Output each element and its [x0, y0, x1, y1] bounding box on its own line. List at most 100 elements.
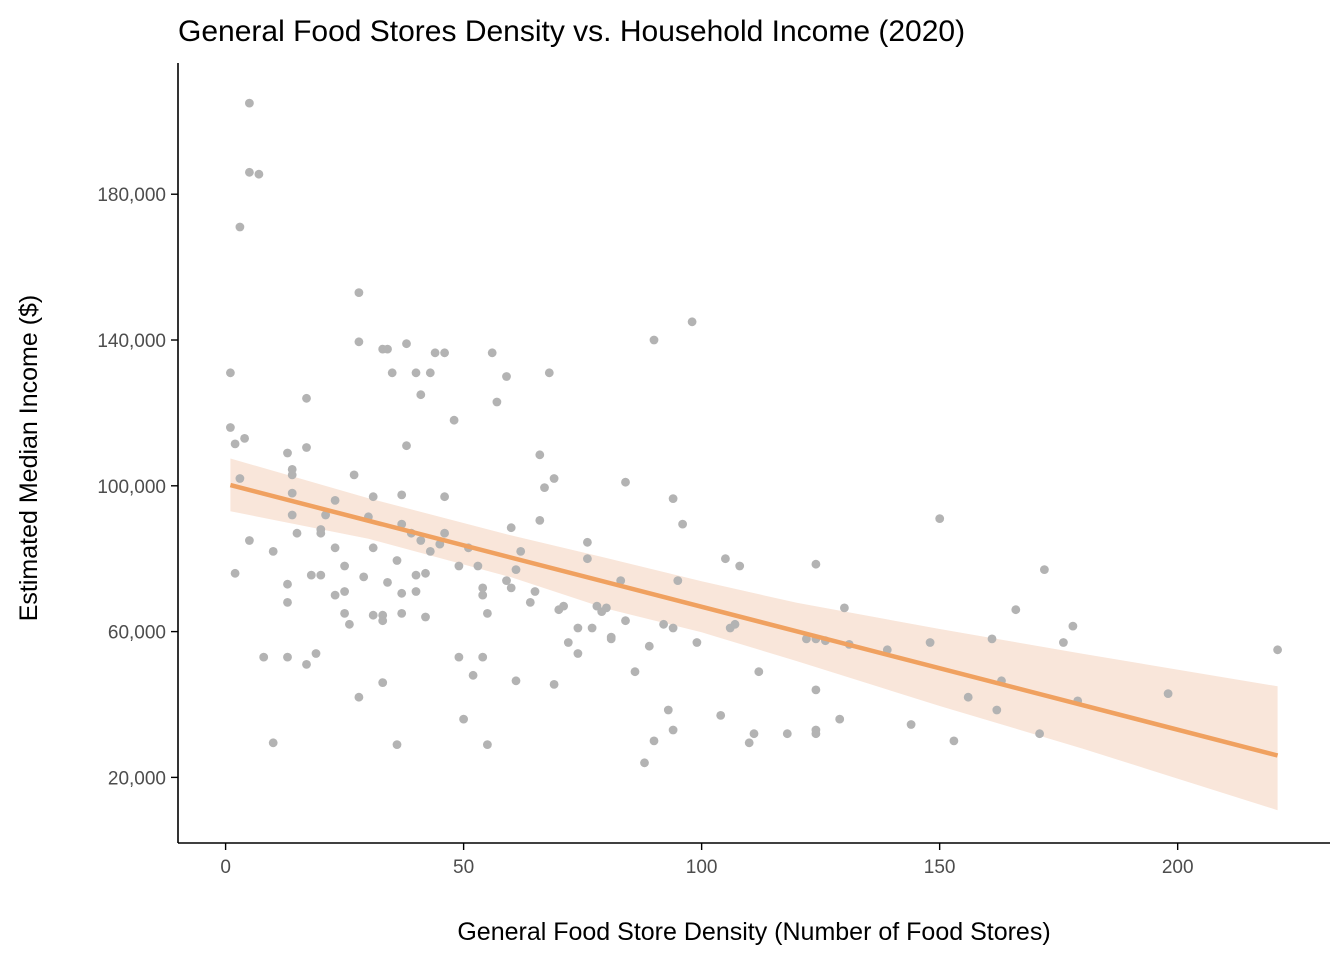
- x-tick-label: 150: [924, 857, 956, 878]
- data-point: [473, 561, 483, 571]
- data-point: [245, 167, 254, 177]
- data-point: [330, 543, 340, 553]
- data-point: [749, 729, 759, 739]
- data-point: [649, 335, 659, 345]
- data-point: [687, 317, 697, 327]
- data-point: [906, 720, 916, 729]
- data-point: [1011, 605, 1021, 615]
- data-point: [287, 470, 297, 480]
- data-point: [378, 616, 388, 626]
- data-point: [559, 601, 568, 611]
- data-point: [416, 536, 426, 545]
- data-point: [587, 623, 597, 633]
- data-point: [345, 619, 354, 629]
- data-point: [259, 652, 269, 662]
- data-point: [540, 483, 549, 492]
- data-point: [949, 736, 959, 746]
- data-point: [421, 612, 430, 622]
- data-point: [254, 169, 264, 179]
- y-tick-label: 20,000: [108, 768, 166, 789]
- data-point: [606, 634, 616, 644]
- plot-area: [226, 98, 1282, 811]
- data-point: [478, 652, 488, 662]
- data-point: [421, 568, 430, 578]
- chart-title: General Food Stores Density vs. Househol…: [178, 15, 965, 48]
- data-point: [483, 609, 492, 618]
- data-point: [549, 680, 559, 689]
- data-point: [644, 641, 654, 651]
- data-point: [935, 514, 945, 523]
- data-point: [835, 714, 845, 724]
- data-point: [454, 652, 464, 662]
- data-point: [397, 519, 407, 529]
- data-point: [573, 649, 583, 658]
- data-point: [721, 554, 730, 564]
- data-point: [478, 590, 488, 600]
- data-point: [349, 470, 359, 480]
- data-point: [744, 738, 754, 748]
- data-point: [483, 740, 492, 749]
- confidence-band-layer: [230, 458, 1278, 811]
- data-point: [226, 423, 235, 432]
- data-point: [245, 536, 254, 545]
- data-point: [440, 348, 449, 358]
- data-point: [602, 603, 611, 613]
- x-axis-title: General Food Store Density (Number of Fo…: [457, 918, 1050, 946]
- data-point: [782, 729, 792, 739]
- data-point: [487, 348, 497, 358]
- data-point: [402, 441, 411, 451]
- data-point: [583, 537, 592, 547]
- data-point: [383, 344, 392, 354]
- data-point: [754, 667, 764, 677]
- data-point: [573, 623, 583, 633]
- data-point: [316, 528, 326, 538]
- data-point: [330, 496, 340, 505]
- data-point: [392, 556, 402, 565]
- data-point: [230, 568, 240, 578]
- data-point: [668, 494, 678, 503]
- data-point: [283, 579, 292, 589]
- data-point: [287, 510, 297, 520]
- data-point: [368, 543, 378, 553]
- data-point: [268, 547, 278, 556]
- data-point: [368, 610, 378, 620]
- data-point: [283, 448, 292, 458]
- data-point: [397, 490, 407, 500]
- data-point: [840, 603, 849, 613]
- data-point: [502, 576, 511, 585]
- data-point: [535, 516, 545, 525]
- data-point: [716, 711, 726, 720]
- x-tick-label: 0: [220, 857, 231, 878]
- data-point: [287, 488, 297, 498]
- data-point: [283, 598, 292, 607]
- y-tick-label: 140,000: [97, 331, 166, 352]
- data-point: [492, 397, 502, 407]
- y-tick-label: 60,000: [108, 623, 166, 644]
- x-tick-label: 100: [686, 857, 718, 878]
- y-tick-label: 180,000: [97, 185, 166, 206]
- data-point: [563, 638, 573, 647]
- data-point: [621, 477, 630, 487]
- data-point: [692, 638, 702, 647]
- data-point: [230, 439, 240, 449]
- y-tick-label: 100,000: [97, 477, 166, 498]
- data-point: [397, 588, 407, 598]
- data-point: [544, 368, 554, 378]
- data-point: [330, 590, 340, 600]
- data-point: [392, 740, 402, 749]
- data-point: [354, 337, 364, 347]
- data-point: [321, 510, 330, 520]
- data-point: [673, 576, 683, 585]
- data-point: [430, 348, 440, 358]
- data-point: [1040, 565, 1049, 574]
- data-point: [668, 623, 678, 633]
- data-point: [240, 434, 250, 443]
- data-point: [449, 415, 459, 425]
- data-point: [245, 98, 254, 108]
- data-point: [678, 519, 687, 529]
- data-point: [668, 725, 678, 735]
- data-point: [621, 616, 630, 626]
- data-point: [811, 729, 821, 739]
- data-point: [302, 443, 311, 452]
